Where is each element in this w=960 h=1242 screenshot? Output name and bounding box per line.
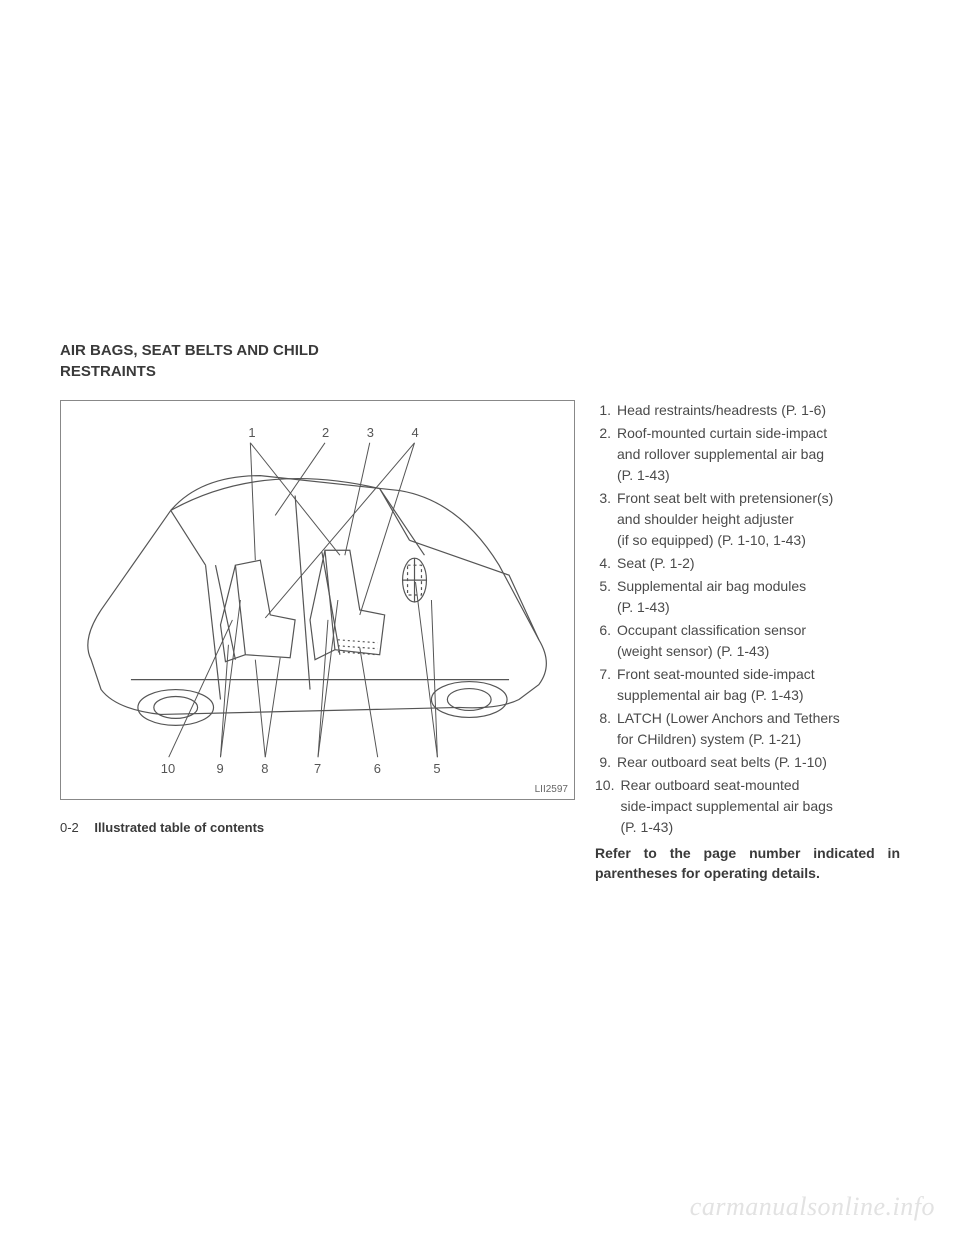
list-item: 5.Supplemental air bag modules(P. 1-43)	[595, 576, 900, 618]
list-item: 2.Roof-mounted curtain side-impactand ro…	[595, 423, 900, 486]
title-line2: RESTRAINTS	[60, 363, 156, 380]
list-item: 4.Seat (P. 1-2)	[595, 553, 900, 574]
callout-bot-7: 7	[314, 761, 321, 776]
list-item-number: 2.	[595, 423, 617, 486]
page-number: 0-2	[60, 820, 79, 835]
list-item-text: Rear outboard seat-mountedside-impact su…	[620, 775, 900, 838]
parts-list: 1.Head restraints/headrests (P. 1-6)2.Ro…	[595, 400, 900, 883]
callout-top-1: 1	[248, 425, 255, 440]
title-line1: AIR BAGS, SEAT BELTS AND CHILD	[60, 342, 319, 359]
list-item-number: 7.	[595, 664, 617, 706]
callout-top-4: 4	[412, 425, 419, 440]
list-item-text: Rear outboard seat belts (P. 1-10)	[617, 752, 900, 773]
diagram-code: LII2597	[535, 784, 568, 795]
list-item-number: 9.	[595, 752, 617, 773]
callout-bot-8: 8	[261, 761, 268, 776]
list-item-text: Occupant classification sensor(weight se…	[617, 620, 900, 662]
list-item-text: Roof-mounted curtain side-impactand roll…	[617, 423, 900, 486]
list-item-number: 6.	[595, 620, 617, 662]
list-item-text: Front seat-mounted side-impactsupplement…	[617, 664, 900, 706]
list-item: 6.Occupant classification sensor(weight …	[595, 620, 900, 662]
list-item-text: LATCH (Lower Anchors and Tethersfor CHil…	[617, 708, 900, 750]
list-item: 8.LATCH (Lower Anchors and Tethersfor CH…	[595, 708, 900, 750]
list-item-number: 3.	[595, 488, 617, 551]
page-content: AIR BAGS, SEAT BELTS AND CHILD RESTRAINT…	[0, 0, 960, 883]
list-item: 7.Front seat-mounted side-impactsuppleme…	[595, 664, 900, 706]
callout-bot-6: 6	[374, 761, 381, 776]
list-item-text: Supplemental air bag modules(P. 1-43)	[617, 576, 900, 618]
main-row: 1 2 3 4 10 9 8 7 6 5 LII2597 1.Head rest…	[60, 400, 900, 883]
callout-top-3: 3	[367, 425, 374, 440]
list-item: 3.Front seat belt with pretensioner(s)an…	[595, 488, 900, 551]
footer-section: Illustrated table of contents	[94, 820, 264, 835]
list-item-number: 8.	[595, 708, 617, 750]
list-item: 9.Rear outboard seat belts (P. 1-10)	[595, 752, 900, 773]
list-item-text: Head restraints/headrests (P. 1-6)	[617, 400, 900, 421]
list-item-number: 10.	[595, 775, 620, 838]
car-diagram: 1 2 3 4 10 9 8 7 6 5	[61, 401, 574, 799]
watermark: carmanualsonline.info	[690, 1192, 935, 1222]
callout-top-2: 2	[322, 425, 329, 440]
list-item-number: 1.	[595, 400, 617, 421]
callout-bot-5: 5	[433, 761, 440, 776]
diagram-box: 1 2 3 4 10 9 8 7 6 5 LII2597	[60, 400, 575, 800]
page-footer: 0-2 Illustrated table of contents	[60, 820, 264, 835]
section-title: AIR BAGS, SEAT BELTS AND CHILD RESTRAINT…	[60, 340, 900, 382]
list-item: 1.Head restraints/headrests (P. 1-6)	[595, 400, 900, 421]
list-item-text: Front seat belt with pretensioner(s)and …	[617, 488, 900, 551]
list-item: 10.Rear outboard seat-mountedside-impact…	[595, 775, 900, 838]
refer-text: Refer to the page number indicated in pa…	[595, 844, 900, 883]
callout-bot-9: 9	[217, 761, 224, 776]
list-item-text: Seat (P. 1-2)	[617, 553, 900, 574]
callout-bot-10: 10	[161, 761, 175, 776]
list-item-number: 4.	[595, 553, 617, 574]
list-item-number: 5.	[595, 576, 617, 618]
